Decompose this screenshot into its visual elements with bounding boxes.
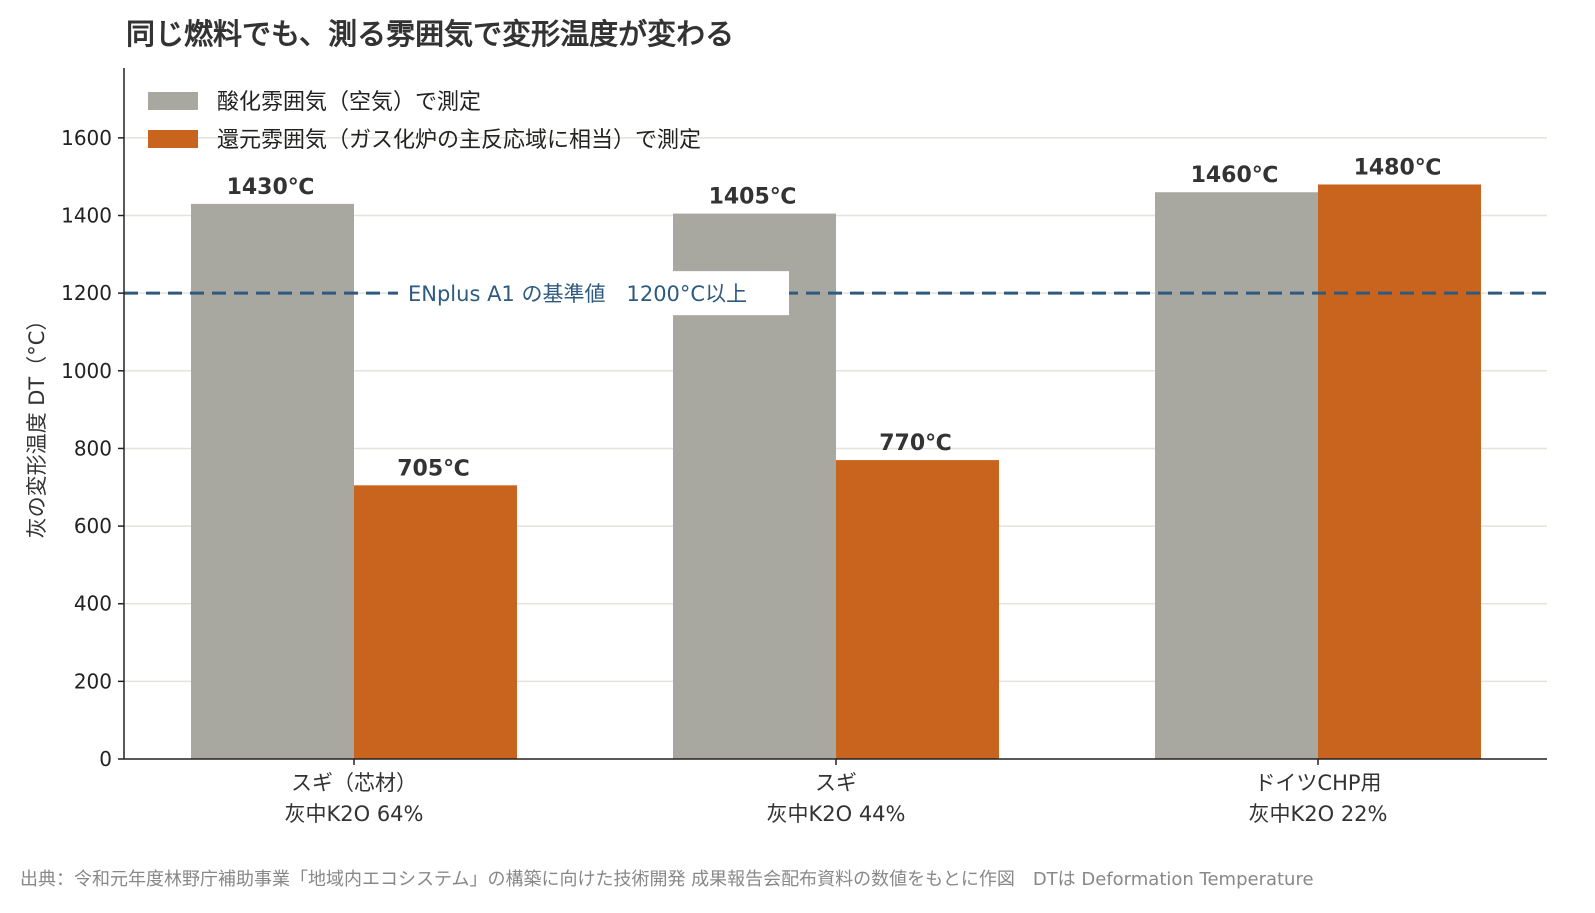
reference-label-background <box>398 271 789 316</box>
x-tick-label: 灰中K2O 64% <box>284 802 423 826</box>
y-tick-label: 800 <box>74 436 112 460</box>
value-labels: 1430℃ 705℃ 1405℃ 770℃ 1460℃ 1480℃ <box>227 155 1442 481</box>
legend-swatch <box>148 92 198 110</box>
source-note: 出典：令和元年度林野庁補助事業「地域内エコシステム」の構築に向けた技術開発 成果… <box>20 869 1314 890</box>
value-label: 770℃ <box>879 431 952 456</box>
x-tick-label: スギ（芯材） <box>291 771 417 795</box>
legend-swatch <box>148 130 198 148</box>
axes <box>118 68 1547 765</box>
y-tick-label: 1600 <box>61 126 112 150</box>
x-tick-label: スギ <box>815 771 857 795</box>
x-tick-label: 灰中K2O 22% <box>1248 802 1387 826</box>
bar <box>836 460 999 759</box>
y-tick-label: 1000 <box>61 359 112 383</box>
y-tick-label: 400 <box>74 592 112 616</box>
value-label: 705℃ <box>397 456 470 481</box>
bar <box>354 485 517 759</box>
value-label: 1460℃ <box>1191 163 1279 188</box>
reference-line-group: ENplus A1 の基準値 1200°C以上 <box>124 271 1547 316</box>
y-tick-label: 600 <box>74 514 112 538</box>
bar <box>191 203 354 759</box>
reference-label: ENplus A1 の基準値 1200°C以上 <box>408 282 747 306</box>
y-tick-labels: 0 200 400 600 800 1000 1200 1400 1600 <box>61 126 112 771</box>
bar <box>1155 192 1318 759</box>
bars <box>191 184 1481 760</box>
y-tick-label: 0 <box>99 747 112 771</box>
value-label: 1480℃ <box>1354 155 1442 180</box>
y-tick-label: 1200 <box>61 281 112 305</box>
bar <box>1318 184 1481 759</box>
y-tick-label: 200 <box>74 669 112 693</box>
value-label: 1430℃ <box>227 175 315 200</box>
value-label: 1405℃ <box>709 185 797 210</box>
x-tick-label: 灰中K2O 44% <box>766 802 905 826</box>
chart-title: 同じ燃料でも、測る雰囲気で変形温度が変わる <box>126 17 734 51</box>
y-axis-label: 灰の変形温度 DT（°C） <box>25 310 49 539</box>
legend-label: 還元雰囲気（ガス化炉の主反応域に相当）で測定 <box>217 128 701 153</box>
y-tick-label: 1400 <box>61 204 112 228</box>
legend-label: 酸化雰囲気（空気）で測定 <box>217 90 481 115</box>
x-tick-label: ドイツCHP用 <box>1254 771 1381 795</box>
